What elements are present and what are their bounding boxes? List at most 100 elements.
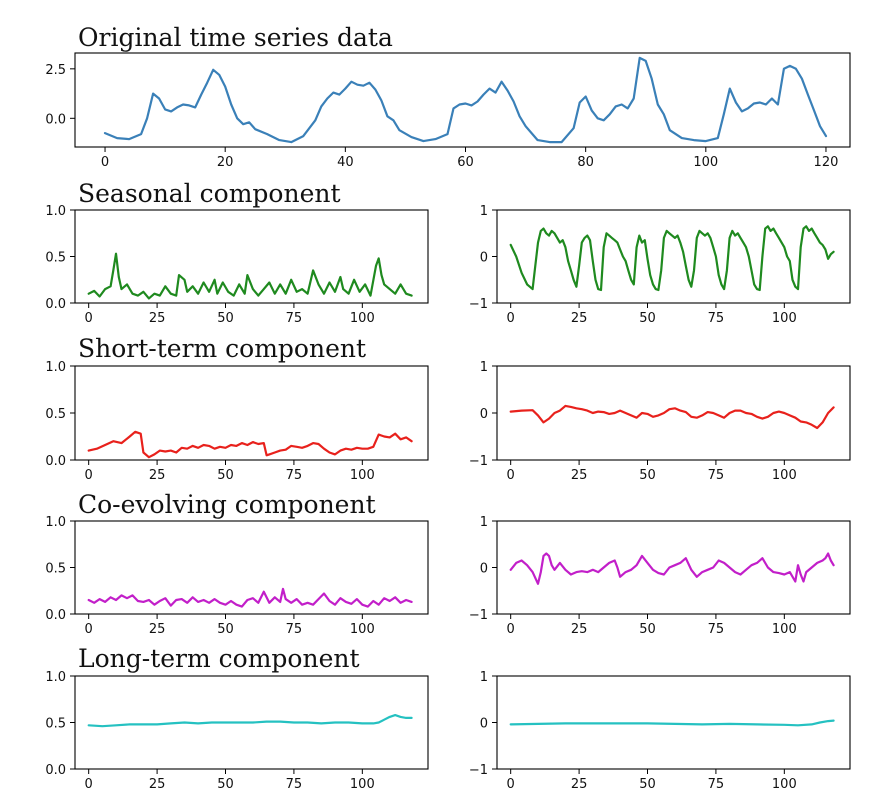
series-line-original [103, 56, 828, 144]
x-tick-label: 40 [337, 155, 354, 170]
x-tick-label: 25 [571, 777, 588, 792]
y-tick-label: 1 [480, 515, 488, 530]
series-line-seasonal-right [509, 225, 835, 292]
x-tick-label: 75 [708, 777, 725, 792]
panel-short-term-left: 0 25 50 75 100 1.0 0.5 0.0 [45, 360, 429, 483]
y-tick-label: 0.0 [45, 297, 66, 312]
axes-frame-long-term-right [496, 675, 851, 770]
x-tick-label: 0 [85, 468, 93, 483]
y-tick-label: 1.0 [45, 204, 66, 219]
title-co-evolving: Co-evolving component [78, 490, 376, 519]
x-tick-label: 100 [772, 311, 797, 326]
y-tick-label: 1.0 [45, 515, 66, 530]
x-tick-label: 25 [149, 468, 166, 483]
y-tick-label: 0 [480, 407, 488, 422]
x-tick-label: 75 [708, 468, 725, 483]
series-line-short-term-right [509, 404, 835, 430]
axes-frame-co-evolving-left [74, 520, 429, 615]
axes-frame-short-term-right [496, 365, 851, 461]
x-tick-label: 100 [693, 155, 718, 170]
x-tick-label: 0 [101, 155, 109, 170]
x-tick-label: 50 [217, 622, 234, 637]
panel-long-term-left: 0 25 50 75 100 1.0 0.5 0.0 [45, 670, 429, 792]
series-line-seasonal-left [87, 252, 413, 300]
x-tick-label: 25 [571, 622, 588, 637]
x-tick-label: 50 [639, 311, 656, 326]
series-line-long-term-left [87, 714, 413, 728]
y-tick-label: −1 [469, 297, 488, 312]
x-tick-label: 0 [85, 622, 93, 637]
axes-frame-seasonal-left [74, 209, 429, 304]
x-tick-label: 20 [217, 155, 234, 170]
y-tick-label: 0.0 [45, 454, 66, 469]
x-tick-label: 25 [571, 468, 588, 483]
x-tick-label: 50 [639, 468, 656, 483]
x-tick-label: 50 [217, 311, 234, 326]
x-tick-label: 120 [814, 155, 839, 170]
panel-co-evolving-right: 0 25 50 75 100 1 0 −1 [469, 515, 851, 637]
x-tick-label: 25 [149, 777, 166, 792]
x-tick-label: 50 [217, 468, 234, 483]
panel-seasonal-right: 0 25 50 75 100 1 0 −1 [469, 204, 851, 326]
x-tick-label: 75 [286, 468, 303, 483]
y-tick-label: 0.0 [45, 112, 66, 127]
series-line-short-term-left [87, 430, 413, 459]
y-tick-label: 1 [480, 360, 488, 375]
y-tick-label: −1 [469, 608, 488, 623]
x-tick-label: 100 [350, 777, 375, 792]
y-tick-label: 1.0 [45, 360, 66, 375]
x-tick-label: 75 [708, 311, 725, 326]
y-tick-label: 2.5 [45, 63, 66, 78]
x-tick-label: 80 [577, 155, 594, 170]
y-tick-label: 0.5 [45, 407, 66, 422]
y-tick-label: 1.0 [45, 670, 66, 685]
x-tick-label: 0 [85, 311, 93, 326]
series-line-co-evolving-left [87, 587, 413, 608]
x-tick-label: 75 [708, 622, 725, 637]
title-long-term: Long-term component [78, 644, 360, 673]
y-tick-label: −1 [469, 454, 488, 469]
title-short-term: Short-term component [78, 334, 366, 363]
x-tick-label: 0 [507, 622, 515, 637]
x-tick-label: 75 [286, 777, 303, 792]
x-tick-label: 25 [149, 311, 166, 326]
x-tick-label: 75 [286, 311, 303, 326]
x-tick-label: 100 [772, 777, 797, 792]
x-tick-label: 100 [350, 311, 375, 326]
y-tick-label: 0.5 [45, 251, 66, 266]
panel-co-evolving-left: 0 25 50 75 100 1.0 0.5 0.0 [45, 515, 429, 637]
x-tick-label: 0 [507, 311, 515, 326]
y-tick-label: 0.5 [45, 562, 66, 577]
x-tick-label: 25 [149, 622, 166, 637]
x-tick-label: 60 [457, 155, 474, 170]
x-tick-label: 100 [772, 622, 797, 637]
y-tick-label: 0 [480, 717, 488, 732]
x-tick-label: 25 [571, 311, 588, 326]
panel-long-term-right: 0 25 50 75 100 1 0 −1 [469, 670, 851, 792]
x-tick-label: 75 [286, 622, 303, 637]
title-seasonal: Seasonal component [78, 179, 341, 208]
x-tick-label: 50 [639, 622, 656, 637]
y-tick-label: 0.0 [45, 763, 66, 778]
axes-frame-short-term-left [74, 365, 429, 461]
panel-seasonal-left: 0 25 50 75 100 1.0 0.5 0.0 [45, 204, 429, 326]
y-tick-label: 0.5 [45, 717, 66, 732]
series-line-co-evolving-right [509, 552, 835, 585]
panel-original: 0 20 40 60 80 100 120 2.5 0.0 [45, 52, 851, 170]
series-line-long-term-right [509, 719, 835, 727]
axes-frame-original [74, 52, 851, 148]
x-tick-label: 0 [85, 777, 93, 792]
x-tick-label: 50 [217, 777, 234, 792]
x-tick-label: 100 [350, 468, 375, 483]
y-tick-label: 1 [480, 204, 488, 219]
y-tick-label: 0 [480, 562, 488, 577]
x-tick-label: 50 [639, 777, 656, 792]
x-tick-label: 0 [507, 777, 515, 792]
y-tick-label: 0.0 [45, 608, 66, 623]
x-tick-label: 100 [350, 622, 375, 637]
x-tick-label: 100 [772, 468, 797, 483]
title-original: Original time series data [78, 23, 393, 52]
y-tick-label: 1 [480, 670, 488, 685]
